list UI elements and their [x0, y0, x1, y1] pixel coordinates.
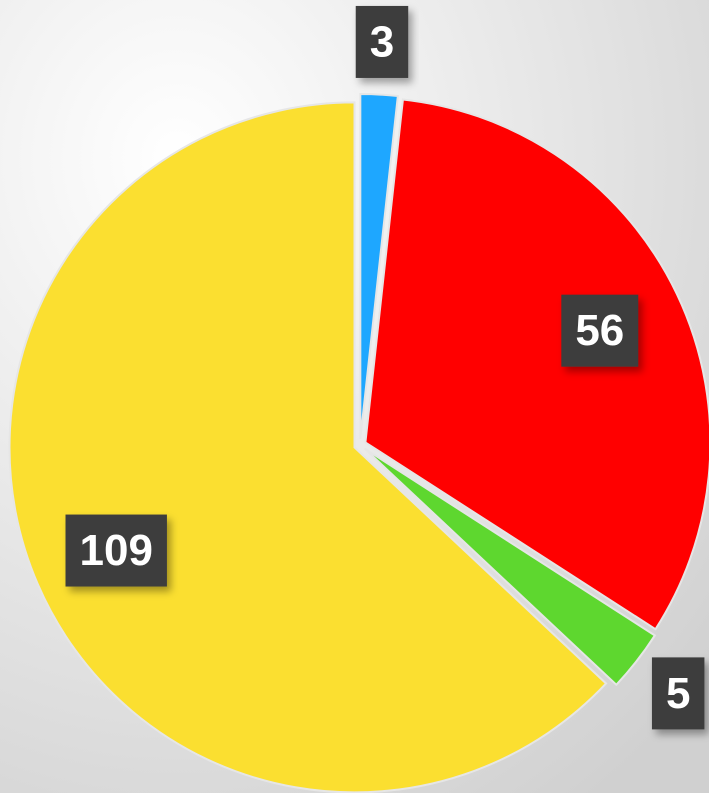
- pie-slice: [8, 101, 608, 793]
- pie-slice: [364, 98, 709, 631]
- data-label: 5: [651, 657, 705, 730]
- data-label: 3: [355, 5, 409, 78]
- pie-slice: [364, 447, 657, 687]
- data-label-text: 3: [370, 17, 394, 66]
- data-label-text: 109: [80, 526, 153, 575]
- pie: [8, 93, 709, 793]
- data-label-box: [561, 294, 639, 367]
- data-label-box: [651, 657, 705, 730]
- data-label-text: 5: [666, 669, 690, 718]
- data-label-box: [355, 5, 409, 78]
- data-label-text: 56: [575, 306, 624, 355]
- data-label-box: [65, 514, 167, 587]
- data-label: 56: [561, 294, 639, 367]
- data-labels: 3 56 5 109: [65, 5, 705, 730]
- pie-slice: [359, 93, 399, 440]
- data-label: 109: [65, 514, 167, 587]
